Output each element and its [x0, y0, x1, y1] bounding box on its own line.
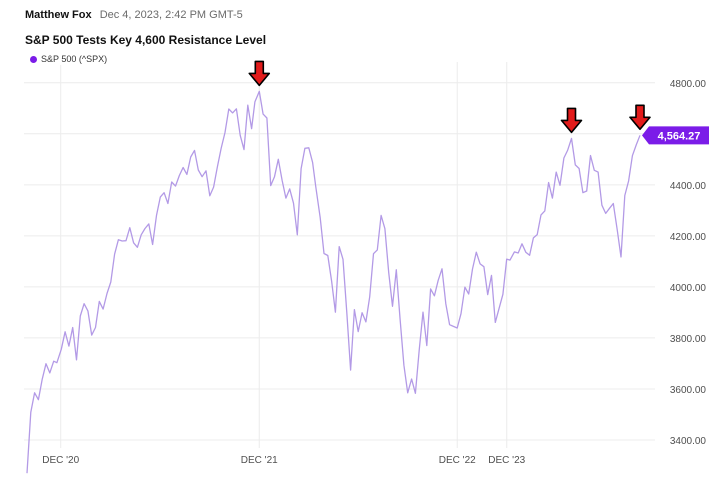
y-tick-label: 4400.00: [670, 181, 707, 192]
last-price-badge-shape: [642, 126, 709, 145]
series-layer: [26, 90, 641, 474]
y-tick-label: 4200.00: [670, 232, 707, 243]
byline: Matthew Fox Dec 4, 2023, 2:42 PM GMT-5: [25, 8, 243, 22]
x-tick-label: DEC '21: [241, 455, 278, 466]
y-tick-label: 4800.00: [670, 79, 707, 90]
x-axis-ticks: DEC '20 DEC '21 DEC '22 DEC '23: [42, 455, 525, 466]
last-price-label: 4,564.27: [658, 130, 701, 142]
x-tick-label: DEC '23: [488, 455, 525, 466]
chart-title: S&P 500 Tests Key 4,600 Resistance Level: [25, 33, 267, 47]
x-tick-label: DEC '22: [439, 455, 476, 466]
y-tick-label: 3800.00: [670, 334, 707, 345]
author-name[interactable]: Matthew Fox: [25, 9, 92, 21]
y-tick-label: 3400.00: [670, 436, 707, 447]
publish-timestamp: Dec 4, 2023, 2:42 PM GMT-5: [99, 9, 243, 21]
legend-dot-icon: [30, 55, 37, 63]
arrow-markers: [248, 60, 651, 134]
down-arrow-marker-icon: [248, 60, 271, 87]
series-line-sp500: [26, 90, 641, 474]
down-arrow-marker-icon: [629, 104, 651, 131]
down-arrow-marker-icon: [560, 107, 583, 134]
chart-legend[interactable]: S&P 500 (^SPX): [28, 53, 110, 65]
last-price-badge: 4,564.27: [642, 126, 709, 145]
legend-label: S&P 500 (^SPX): [41, 54, 108, 64]
y-tick-label: 3600.00: [670, 385, 707, 396]
gridlines: [24, 62, 655, 448]
y-tick-label: 4000.00: [670, 283, 707, 294]
x-tick-label: DEC '20: [42, 455, 79, 466]
